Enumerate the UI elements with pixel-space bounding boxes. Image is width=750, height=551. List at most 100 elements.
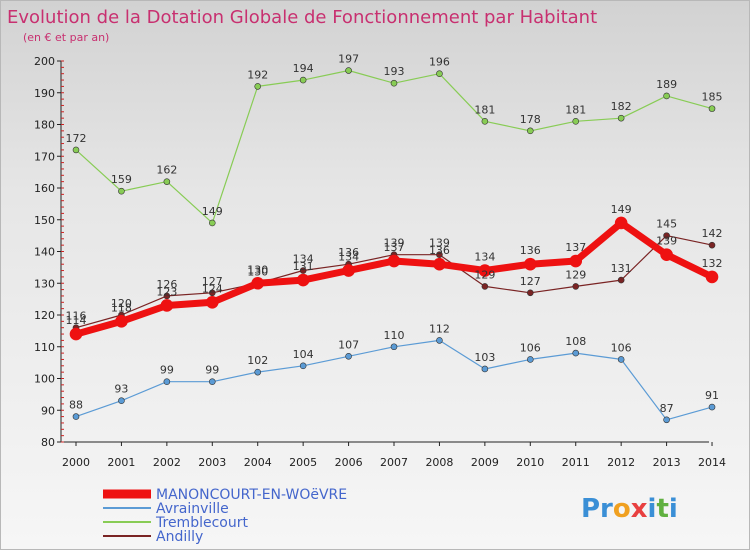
- data-point: [478, 264, 492, 277]
- y-tick-label: 180: [34, 119, 55, 132]
- data-label: 110: [384, 329, 405, 342]
- data-point: [69, 327, 83, 341]
- data-label: 181: [474, 103, 495, 116]
- data-label: 124: [202, 282, 223, 295]
- data-point: [660, 248, 673, 261]
- legend-label: Tremblecourt: [155, 515, 248, 531]
- y-tick-label: 110: [34, 341, 55, 354]
- x-tick-label: 2002: [153, 456, 181, 469]
- data-label: 108: [565, 335, 586, 348]
- data-point: [208, 289, 216, 297]
- data-point: [526, 289, 534, 297]
- data-point: [436, 251, 443, 258]
- data-point: [299, 76, 307, 84]
- data-label: 134: [474, 251, 495, 264]
- data-point: [205, 295, 219, 309]
- data-label: 172: [66, 132, 87, 145]
- data-point: [436, 70, 443, 77]
- data-point: [617, 276, 625, 284]
- data-point: [163, 178, 171, 185]
- data-label: 134: [293, 253, 314, 266]
- data-label: 106: [611, 341, 632, 354]
- y-tick-label: 120: [34, 309, 55, 322]
- x-tick-label: 2014: [698, 456, 726, 469]
- data-label: 130: [247, 263, 268, 276]
- data-label: 193: [384, 65, 405, 78]
- x-tick-label: 2003: [198, 456, 226, 469]
- data-label: 106: [520, 341, 541, 354]
- y-tick-label: 80: [41, 436, 55, 449]
- data-point: [208, 378, 216, 385]
- data-label: 149: [202, 205, 223, 218]
- y-tick-label: 140: [34, 246, 55, 259]
- data-point: [617, 114, 625, 122]
- x-tick-label: 2006: [335, 456, 363, 469]
- brand-letter: Pr: [581, 494, 613, 524]
- data-point: [115, 315, 128, 328]
- data-label: 136: [520, 244, 541, 257]
- data-label: 127: [520, 275, 541, 288]
- series-layer: [69, 67, 719, 424]
- series-line: [75, 69, 713, 224]
- data-label: 182: [611, 100, 632, 113]
- data-point: [390, 79, 398, 87]
- y-tick-label: 90: [41, 404, 55, 417]
- x-tick-label: 2001: [107, 456, 135, 469]
- data-label: 129: [474, 268, 495, 281]
- data-label: 118: [111, 301, 132, 314]
- data-point: [526, 356, 534, 363]
- data-label: 139: [429, 237, 450, 250]
- y-tick-label: 100: [34, 373, 55, 386]
- data-point: [160, 299, 174, 312]
- data-label: 99: [205, 364, 219, 377]
- data-point: [345, 67, 352, 74]
- data-label: 131: [611, 262, 632, 275]
- brand-letter: x: [631, 494, 648, 524]
- data-label: 107: [338, 338, 359, 351]
- data-point: [433, 257, 446, 271]
- data-point: [254, 368, 262, 376]
- data-point: [118, 187, 125, 195]
- data-point: [572, 283, 580, 290]
- data-label: 162: [156, 164, 177, 177]
- data-point: [617, 356, 625, 363]
- data-point: [708, 105, 716, 112]
- data-point: [345, 352, 352, 360]
- x-tick-label: 2008: [425, 456, 453, 469]
- data-label: 130: [247, 265, 268, 278]
- axes: 80 90 100 110 120 130 140 150 160 170 180 190 200 200…: [34, 55, 726, 469]
- brand-letter: o: [613, 494, 631, 524]
- data-label: 149: [611, 203, 632, 216]
- y-tick-label: 160: [34, 182, 55, 195]
- data-point: [481, 365, 489, 373]
- proxiti-logo: Proxiti: [581, 494, 678, 524]
- data-label: 129: [565, 268, 586, 281]
- series-1: [72, 67, 716, 227]
- brand-letter: t: [656, 494, 668, 524]
- brand-letter: i: [669, 494, 678, 524]
- data-point: [663, 232, 670, 239]
- data-point: [705, 270, 719, 284]
- data-label: 136: [429, 244, 450, 257]
- data-label: 137: [565, 241, 586, 254]
- data-point: [481, 118, 489, 125]
- data-label: 145: [656, 218, 677, 231]
- data-label: 103: [474, 351, 495, 364]
- data-label: 132: [702, 257, 723, 270]
- x-tick-label: 2012: [607, 456, 635, 469]
- data-label: 99: [160, 364, 174, 377]
- x-tick-label: 2011: [562, 456, 590, 469]
- data-point: [296, 273, 310, 287]
- legend: MANONCOURT-EN-WOëVREAvrainvilleTrembleco…: [103, 487, 347, 545]
- data-point: [663, 416, 670, 424]
- legend-label: Andilly: [156, 529, 203, 545]
- chart-title: Evolution de la Dotation Globale de Fonc…: [7, 7, 597, 28]
- x-tick-label: 2009: [471, 456, 499, 469]
- data-point: [208, 219, 216, 227]
- data-label: 139: [384, 237, 405, 250]
- x-tick-label: 2013: [653, 456, 681, 469]
- data-point: [572, 118, 580, 125]
